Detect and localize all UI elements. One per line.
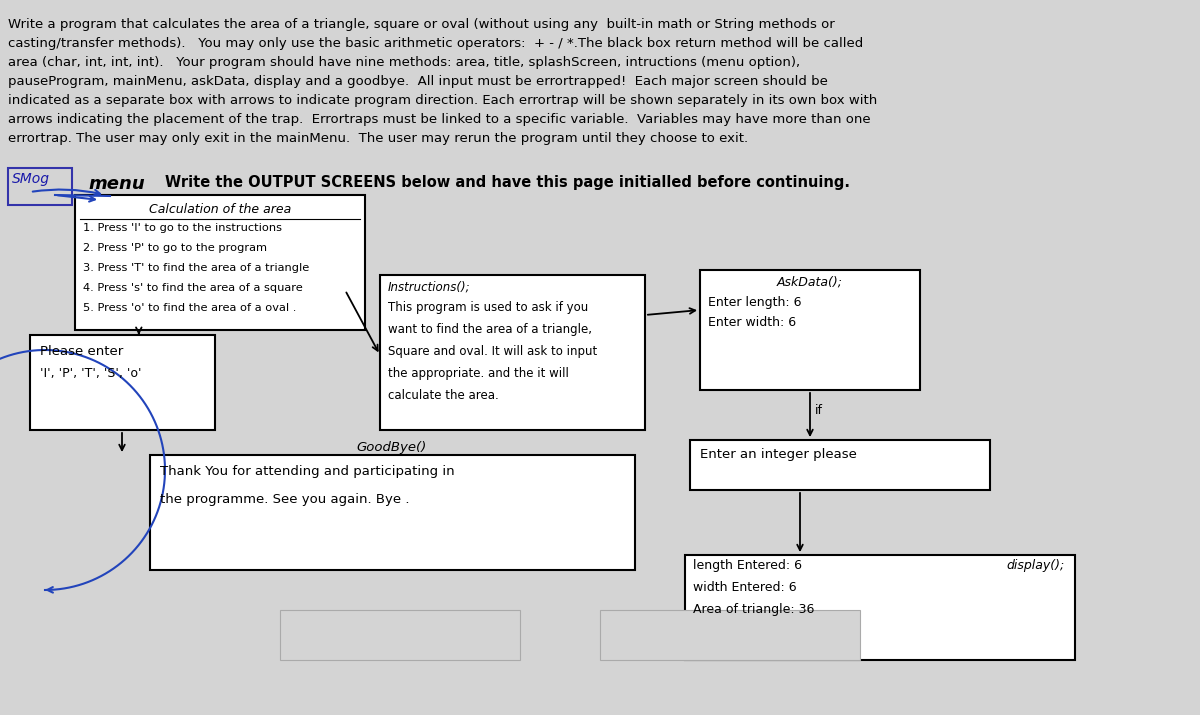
Text: Instructions();: Instructions();	[388, 281, 470, 294]
Text: 3. Press 'T' to find the area of a triangle: 3. Press 'T' to find the area of a trian…	[83, 263, 310, 273]
Text: Enter length: 6: Enter length: 6	[708, 296, 802, 309]
Text: the programme. See you again. Bye .: the programme. See you again. Bye .	[160, 493, 409, 506]
Text: length Entered: 6: length Entered: 6	[694, 559, 802, 572]
Text: 4. Press 's' to find the area of a square: 4. Press 's' to find the area of a squar…	[83, 283, 302, 293]
Bar	[700, 270, 920, 390]
Bar	[380, 275, 646, 430]
Text: Write a program that calculates the area of a triangle, square or oval (without : Write a program that calculates the area…	[8, 18, 835, 31]
Bar	[280, 610, 520, 660]
Bar	[8, 168, 72, 205]
Text: Area of triangle: 36: Area of triangle: 36	[694, 603, 815, 616]
Text: 5. Press 'o' to find the area of a oval .: 5. Press 'o' to find the area of a oval …	[83, 303, 296, 313]
Text: area (char, int, int, int).   Your program should have nine methods: area, title: area (char, int, int, int). Your program…	[8, 56, 800, 69]
Text: pauseProgram, mainMenu, askData, display and a goodbye.  All input must be error: pauseProgram, mainMenu, askData, display…	[8, 75, 828, 88]
Text: 1. Press 'I' to go to the instructions: 1. Press 'I' to go to the instructions	[83, 223, 282, 233]
Text: display();: display();	[1007, 559, 1066, 572]
Text: errortrap. The user may only exit in the mainMenu.  The user may rerun the progr: errortrap. The user may only exit in the…	[8, 132, 748, 145]
Bar	[685, 555, 1075, 660]
Text: casting/transfer methods).   You may only use the basic arithmetic operators:  +: casting/transfer methods). You may only …	[8, 37, 863, 50]
Text: SMog: SMog	[12, 172, 50, 186]
Text: Please enter: Please enter	[40, 345, 124, 358]
Text: calculate the area.: calculate the area.	[388, 389, 499, 402]
Text: 'I', 'P', 'T', 'S', 'o': 'I', 'P', 'T', 'S', 'o'	[40, 367, 142, 380]
Text: GoodBye(): GoodBye()	[356, 441, 427, 454]
Bar	[690, 440, 990, 490]
Text: indicated as a separate box with arrows to indicate program direction. Each erro: indicated as a separate box with arrows …	[8, 94, 877, 107]
Text: arrows indicating the placement of the trap.  Errortraps must be linked to a spe: arrows indicating the placement of the t…	[8, 113, 871, 126]
Text: Square and oval. It will ask to input: Square and oval. It will ask to input	[388, 345, 598, 358]
Text: This program is used to ask if you: This program is used to ask if you	[388, 301, 588, 314]
Bar	[150, 455, 635, 570]
Text: 2. Press 'P' to go to the program: 2. Press 'P' to go to the program	[83, 243, 266, 253]
Bar	[30, 335, 215, 430]
Text: if: if	[815, 403, 823, 417]
Text: AskData();: AskData();	[778, 276, 842, 289]
Bar	[600, 610, 860, 660]
Text: Calculation of the area: Calculation of the area	[149, 203, 292, 216]
Text: want to find the area of a triangle,: want to find the area of a triangle,	[388, 323, 592, 336]
Text: Enter an integer please: Enter an integer please	[700, 448, 857, 461]
Text: the appropriate. and the it will: the appropriate. and the it will	[388, 367, 569, 380]
Text: Thank You for attending and participating in: Thank You for attending and participatin…	[160, 465, 455, 478]
Text: Enter width: 6: Enter width: 6	[708, 316, 796, 329]
Text: Write the OUTPUT SCREENS below and have this page initialled before continuing.: Write the OUTPUT SCREENS below and have …	[166, 175, 850, 190]
Text: width Entered: 6: width Entered: 6	[694, 581, 797, 594]
Text: menu: menu	[88, 175, 145, 193]
Bar	[74, 195, 365, 330]
